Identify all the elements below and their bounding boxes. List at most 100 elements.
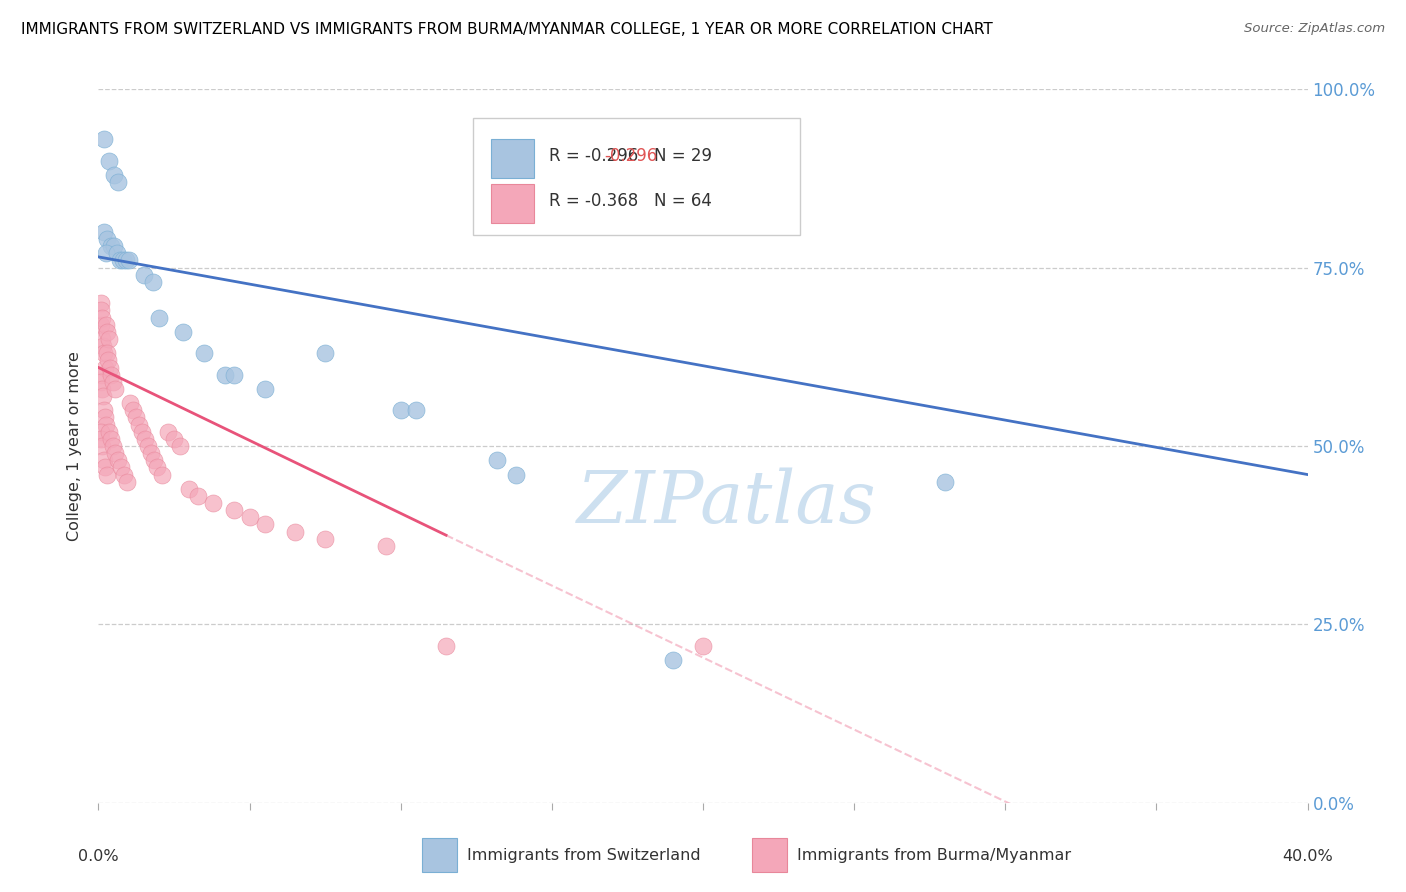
Point [202,496,225,510]
Point [100,432,122,446]
Point [505,467,527,482]
Point [90,375,112,389]
Point [115,475,138,489]
Point [103,239,125,253]
Point [120,396,142,410]
Point [91,339,114,353]
Point [90,296,112,310]
Point [97,353,120,368]
Point [94,360,117,375]
Point [90,425,112,439]
FancyBboxPatch shape [492,139,534,178]
Point [187,489,209,503]
Point [90,432,112,446]
Point [93,132,115,146]
Point [93,453,115,467]
Point [692,639,714,653]
Point [107,453,129,467]
Point [118,253,141,268]
Text: Immigrants from Switzerland: Immigrants from Switzerland [467,848,700,863]
Point [94,246,117,260]
Point [389,403,412,417]
Point [91,310,114,325]
Point [91,332,114,346]
Point [110,460,132,475]
Point [90,303,112,318]
Point [193,346,215,360]
Point [96,467,118,482]
Text: Immigrants from Burma/Myanmar: Immigrants from Burma/Myanmar [797,848,1071,863]
Point [405,403,427,417]
Point [104,382,127,396]
Point [107,175,129,189]
Point [214,368,236,382]
Point [374,539,396,553]
Point [172,325,194,339]
Point [91,439,114,453]
Point [934,475,956,489]
Point [94,460,117,475]
Point [179,482,201,496]
Text: IMMIGRANTS FROM SWITZERLAND VS IMMIGRANTS FROM BURMA/MYANMAR COLLEGE, 1 YEAR OR : IMMIGRANTS FROM SWITZERLAND VS IMMIGRANT… [21,22,993,37]
Point [163,432,186,446]
Point [108,253,131,268]
FancyBboxPatch shape [474,118,800,235]
Point [96,232,118,246]
FancyBboxPatch shape [492,184,534,223]
Point [91,389,114,403]
Point [141,446,163,460]
Point [93,346,115,360]
Point [434,639,457,653]
Text: 40.0%: 40.0% [1282,849,1333,864]
Point [314,532,336,546]
Point [101,375,124,389]
Point [103,168,125,182]
Point [100,239,122,253]
Point [101,439,124,453]
Point [96,325,118,339]
Point [253,382,276,396]
Point [132,268,155,282]
Point [105,246,128,260]
Point [104,446,127,460]
Point [239,510,262,524]
Point [169,439,191,453]
Point [136,439,159,453]
Point [146,460,169,475]
Text: R = -0.368   N = 64: R = -0.368 N = 64 [550,192,713,210]
Point [143,453,166,467]
Y-axis label: College, 1 year or more: College, 1 year or more [67,351,83,541]
Text: ZIPatlas: ZIPatlas [578,467,877,539]
Point [131,425,153,439]
Point [90,318,112,332]
Point [224,368,246,382]
Text: Source: ZipAtlas.com: Source: ZipAtlas.com [1244,22,1385,36]
Point [94,318,117,332]
Point [156,425,179,439]
Point [90,368,112,382]
Point [111,253,134,268]
Text: -0.296: -0.296 [603,146,657,164]
Point [100,368,122,382]
Point [114,253,136,268]
Point [94,410,117,425]
Point [128,417,150,432]
Point [93,403,115,417]
Point [148,310,170,325]
Point [284,524,307,539]
Point [662,653,685,667]
Point [98,153,121,168]
Point [98,425,121,439]
Point [224,503,246,517]
Point [125,410,148,425]
Point [91,382,114,396]
Text: R = -0.296   N = 29: R = -0.296 N = 29 [550,146,713,164]
Point [122,403,145,417]
Point [96,346,118,360]
Text: 0.0%: 0.0% [79,849,118,864]
Point [486,453,509,467]
Point [134,432,156,446]
Point [142,275,165,289]
Point [150,467,173,482]
Point [98,360,121,375]
